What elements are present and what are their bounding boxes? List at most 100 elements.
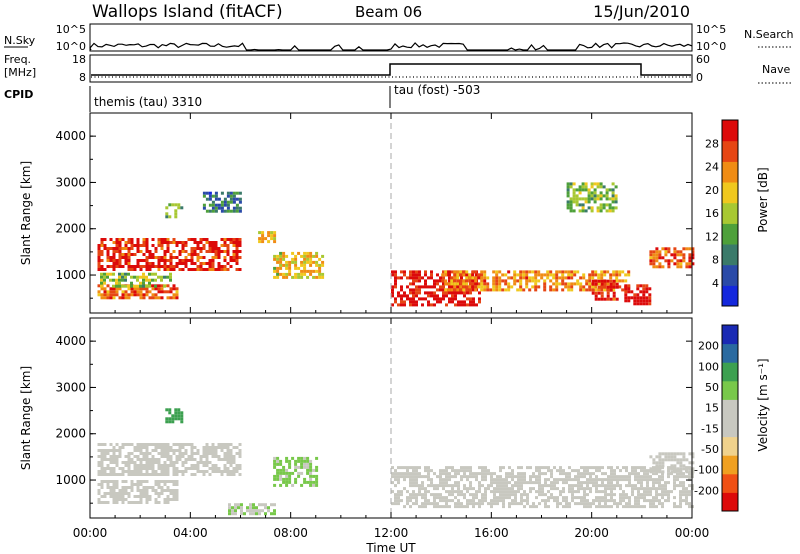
data-cell	[433, 496, 436, 500]
data-cell	[394, 496, 397, 500]
colorbar-tick-label: 4	[712, 277, 719, 290]
data-cell	[562, 499, 565, 503]
data-cell	[463, 303, 466, 307]
data-cell	[112, 498, 116, 501]
scatter-region	[566, 182, 618, 213]
data-cell	[625, 496, 628, 500]
data-cell	[97, 253, 101, 256]
data-cell	[202, 461, 206, 464]
data-cell	[589, 481, 592, 485]
data-cell	[591, 282, 595, 286]
data-cell	[576, 282, 580, 286]
data-cell	[133, 287, 137, 291]
data-cell	[100, 495, 104, 498]
data-cell	[193, 446, 197, 449]
data-cell	[457, 303, 460, 307]
data-cell	[676, 259, 680, 263]
data-cell	[415, 472, 418, 476]
data-cell	[679, 262, 683, 266]
data-cell	[303, 254, 307, 258]
data-cell	[229, 461, 233, 464]
data-cell	[124, 293, 128, 297]
data-cell	[652, 484, 655, 488]
data-cell	[688, 461, 692, 465]
data-cell	[454, 472, 457, 476]
data-cell	[582, 285, 586, 289]
data-cell	[642, 299, 646, 303]
data-cell	[493, 499, 496, 503]
data-cell	[439, 475, 442, 479]
data-cell	[303, 459, 307, 463]
data-cell	[397, 493, 400, 497]
data-cell	[655, 470, 659, 474]
data-cell	[445, 484, 448, 488]
data-cell	[415, 499, 418, 503]
data-cell	[649, 467, 653, 471]
data-cell	[127, 443, 131, 446]
data-cell	[430, 502, 433, 506]
colorbar-segment	[722, 285, 738, 307]
data-cell	[670, 253, 674, 257]
data-cell	[526, 496, 529, 500]
data-cell	[148, 281, 151, 285]
data-cell	[646, 481, 649, 485]
data-cell	[394, 475, 397, 479]
data-cell	[291, 483, 295, 487]
data-cell	[588, 285, 592, 289]
data-cell	[249, 512, 252, 516]
data-cell	[145, 250, 149, 253]
data-cell	[572, 194, 576, 198]
data-cell	[537, 285, 541, 289]
data-cell	[103, 275, 106, 279]
data-cell	[567, 270, 571, 274]
data-cell	[145, 259, 149, 262]
data-cell	[614, 206, 618, 210]
data-cell	[602, 194, 606, 198]
data-cell	[652, 496, 655, 500]
data-cell	[226, 191, 230, 195]
data-cell	[276, 471, 280, 475]
data-cell	[601, 484, 604, 488]
data-cell	[595, 505, 598, 509]
data-cell	[118, 272, 121, 276]
data-cell	[97, 262, 101, 265]
data-cell	[525, 282, 529, 286]
data-cell	[664, 499, 667, 503]
data-cell	[121, 470, 125, 473]
colorbar-tick-label: -200	[694, 484, 719, 497]
data-cell	[142, 486, 146, 489]
data-cell	[133, 501, 137, 504]
data-cell	[661, 265, 665, 269]
data-cell	[526, 481, 529, 485]
data-cell	[493, 502, 496, 506]
data-cell	[605, 194, 609, 198]
data-cell	[261, 231, 265, 235]
data-cell	[172, 238, 176, 241]
data-cell	[157, 501, 161, 504]
data-cell	[597, 273, 601, 277]
data-cell	[448, 478, 451, 482]
data-cell	[469, 481, 472, 485]
data-cell	[300, 275, 304, 279]
data-cell	[673, 470, 677, 474]
data-cell	[406, 297, 409, 301]
data-cell	[139, 446, 143, 449]
data-cell	[403, 475, 406, 479]
data-cell	[544, 499, 547, 503]
data-cell	[181, 470, 185, 473]
data-cell	[569, 209, 573, 213]
data-cell	[643, 496, 646, 500]
data-cell	[130, 473, 134, 476]
data-cell	[175, 489, 179, 492]
data-cell	[448, 490, 451, 494]
data-cell	[223, 250, 227, 253]
data-cell	[133, 446, 137, 449]
data-cell	[634, 469, 637, 473]
data-cell	[279, 477, 283, 481]
data-cell	[445, 466, 448, 470]
data-cell	[294, 275, 298, 279]
x-tick-label: 00:00	[675, 526, 710, 540]
data-cell	[649, 502, 652, 506]
data-cell	[688, 502, 691, 506]
data-cell	[208, 262, 212, 265]
